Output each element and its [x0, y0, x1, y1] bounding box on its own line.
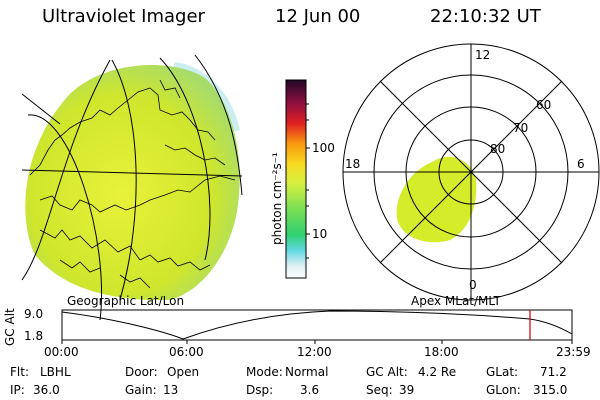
info-ip-label: IP:	[10, 383, 25, 397]
orbit-altitude-curve	[61, 310, 573, 340]
mlt-label-12: 12	[475, 48, 491, 62]
timeline-plot	[61, 309, 573, 344]
mlt-label-18: 18	[345, 157, 361, 171]
info-gain-label: Gain:	[125, 383, 157, 397]
polar-panel	[342, 43, 600, 301]
geo-caption: Geographic Lat/Lon	[67, 294, 185, 308]
geo-grid	[21, 54, 243, 321]
header-date: 12 Jun 00	[275, 6, 361, 27]
mlat-label-60: 60	[536, 98, 552, 112]
info-seq-label: Seq:	[366, 383, 393, 397]
polar-caption: Apex MLat/MLT	[411, 294, 501, 308]
info-dsp-label: Dsp:	[246, 383, 274, 397]
timeline-ytick-low: 1.8	[24, 329, 44, 343]
coastlines	[25, 79, 236, 291]
timeline-xtick-2: 12:00	[297, 345, 332, 359]
timeline-xtick-4: 23:59	[556, 345, 591, 359]
colorbar-tick-10: 10	[312, 227, 328, 241]
info-seq-value: 39	[399, 383, 415, 397]
colorbar-tick-100: 100	[312, 141, 335, 155]
info-ip-value: 36.0	[33, 383, 60, 397]
header-time: 22:10:32 UT	[430, 6, 541, 27]
timeline-xtick-1: 06:00	[169, 345, 204, 359]
info-glon-label: GLon:	[486, 383, 521, 397]
mlt-label-6: 6	[577, 157, 585, 171]
info-door-label: Door:	[125, 365, 158, 379]
geographic-image	[21, 54, 243, 321]
timeline-ylabel: GC Alt	[3, 308, 17, 346]
timeline-ytick-high: 9.0	[24, 307, 44, 321]
info-glon-value: 315.0	[533, 383, 568, 397]
info-glat-value: 71.2	[540, 365, 567, 379]
colorbar-ticks	[306, 103, 310, 259]
mlat-label-80: 80	[490, 142, 506, 156]
info-flt-value: LBHL	[40, 365, 71, 379]
info-door-value: Open	[167, 365, 200, 379]
window-title: Ultraviolet Imager	[42, 6, 205, 27]
info-dsp-value: 3.6	[300, 383, 320, 397]
aurora-image-polar	[396, 156, 477, 243]
info-gcalt-value: 4.2 Re	[418, 365, 457, 379]
info-glat-label: GLat:	[486, 365, 519, 379]
timeline-xtick-0: 00:00	[44, 345, 79, 359]
colorbar-unit-label: photon cm⁻²s⁻¹	[270, 152, 284, 245]
info-gcalt-label: GC Alt:	[366, 365, 408, 379]
timeline-xtick-3: 18:00	[424, 345, 459, 359]
info-mode-label: Mode:	[246, 365, 283, 379]
info-gain-value: 13	[163, 383, 179, 397]
colorbar	[285, 79, 307, 279]
aurora-image-geo	[25, 65, 240, 301]
mlt-label-0: 0	[469, 278, 477, 292]
info-flt-label: Flt:	[10, 365, 29, 379]
info-mode-value: Normal	[285, 365, 329, 379]
mlat-label-70: 70	[513, 121, 529, 135]
